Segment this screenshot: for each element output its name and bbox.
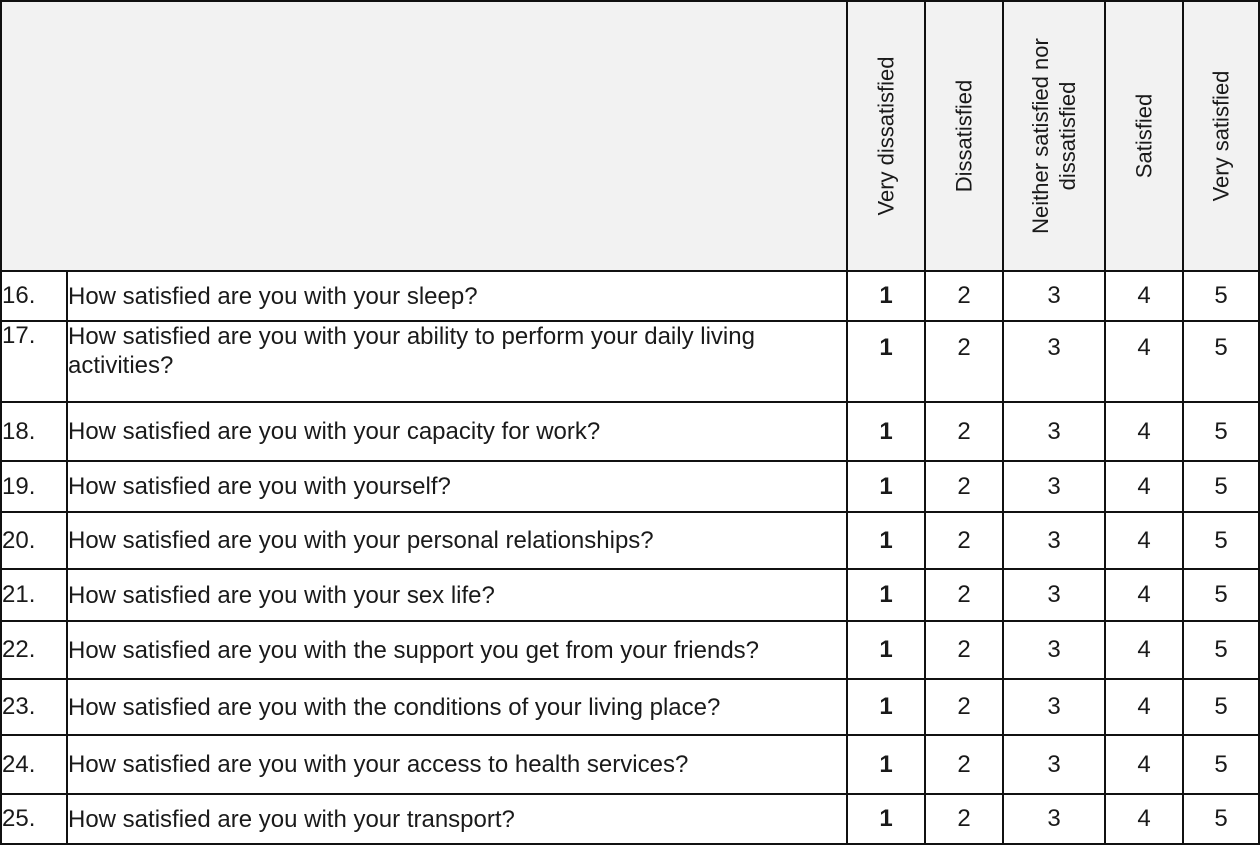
- option-very-satisfied[interactable]: 5: [1182, 568, 1260, 622]
- option-neither[interactable]: 3: [1002, 678, 1106, 736]
- option-neither[interactable]: 3: [1002, 320, 1106, 403]
- blank-header-cell: [0, 0, 848, 272]
- table-row: 25. How satisfied are you with your tran…: [0, 793, 1260, 845]
- question-number: 23.: [0, 678, 68, 736]
- column-header-label: Very dissatisfied: [873, 56, 899, 216]
- option-dissatisfied[interactable]: 2: [924, 678, 1004, 736]
- table-row: 24. How satisfied are you with your acce…: [0, 734, 1260, 795]
- question-text: How satisfied are you with yourself?: [66, 460, 848, 513]
- option-very-satisfied[interactable]: 5: [1182, 401, 1260, 462]
- option-neither[interactable]: 3: [1002, 734, 1106, 795]
- table-row: 20. How satisfied are you with your pers…: [0, 511, 1260, 570]
- option-very-dissatisfied[interactable]: 1: [846, 620, 926, 680]
- option-neither[interactable]: 3: [1002, 401, 1106, 462]
- option-very-dissatisfied[interactable]: 1: [846, 320, 926, 403]
- option-dissatisfied[interactable]: 2: [924, 460, 1004, 513]
- table-row: 17. How satisfied are you with your abil…: [0, 320, 1260, 403]
- table-row: 19. How satisfied are you with yourself?…: [0, 460, 1260, 513]
- option-satisfied[interactable]: 4: [1104, 401, 1184, 462]
- column-header-very-satisfied: Very satisfied: [1182, 0, 1260, 272]
- option-very-dissatisfied[interactable]: 1: [846, 734, 926, 795]
- column-header-label: Satisfied: [1131, 93, 1157, 179]
- option-neither[interactable]: 3: [1002, 270, 1106, 322]
- question-number: 22.: [0, 620, 68, 680]
- table-row: 21. How satisfied are you with your sex …: [0, 568, 1260, 622]
- option-satisfied[interactable]: 4: [1104, 270, 1184, 322]
- option-satisfied[interactable]: 4: [1104, 620, 1184, 680]
- question-number: 17.: [0, 320, 68, 403]
- option-satisfied[interactable]: 4: [1104, 511, 1184, 570]
- option-very-satisfied[interactable]: 5: [1182, 270, 1260, 322]
- header-row: Very dissatisfied Dissatisfied Neither s…: [0, 0, 1260, 272]
- question-text: How satisfied are you with your capacity…: [66, 401, 848, 462]
- option-very-satisfied[interactable]: 5: [1182, 320, 1260, 403]
- question-text: How satisfied are you with the support y…: [66, 620, 848, 680]
- question-number: 20.: [0, 511, 68, 570]
- question-number: 19.: [0, 460, 68, 513]
- table-row: 16. How satisfied are you with your slee…: [0, 270, 1260, 322]
- table-row: 18. How satisfied are you with your capa…: [0, 401, 1260, 462]
- option-satisfied[interactable]: 4: [1104, 460, 1184, 513]
- option-satisfied[interactable]: 4: [1104, 568, 1184, 622]
- option-very-dissatisfied[interactable]: 1: [846, 270, 926, 322]
- column-header-label: Dissatisfied: [951, 79, 977, 193]
- option-very-dissatisfied[interactable]: 1: [846, 793, 926, 845]
- option-very-satisfied[interactable]: 5: [1182, 678, 1260, 736]
- option-dissatisfied[interactable]: 2: [924, 270, 1004, 322]
- column-header-satisfied: Satisfied: [1104, 0, 1184, 272]
- option-very-satisfied[interactable]: 5: [1182, 793, 1260, 845]
- option-neither[interactable]: 3: [1002, 793, 1106, 845]
- option-neither[interactable]: 3: [1002, 460, 1106, 513]
- question-text: How satisfied are you with your personal…: [66, 511, 848, 570]
- option-dissatisfied[interactable]: 2: [924, 568, 1004, 622]
- question-text: How satisfied are you with your access t…: [66, 734, 848, 795]
- option-dissatisfied[interactable]: 2: [924, 793, 1004, 845]
- option-satisfied[interactable]: 4: [1104, 734, 1184, 795]
- option-satisfied[interactable]: 4: [1104, 793, 1184, 845]
- column-header-dissatisfied: Dissatisfied: [924, 0, 1004, 272]
- option-very-dissatisfied[interactable]: 1: [846, 511, 926, 570]
- option-dissatisfied[interactable]: 2: [924, 401, 1004, 462]
- option-dissatisfied[interactable]: 2: [924, 511, 1004, 570]
- option-dissatisfied[interactable]: 2: [924, 620, 1004, 680]
- column-header-label: Very satisfied: [1208, 70, 1234, 202]
- question-number: 16.: [0, 270, 68, 322]
- question-text: How satisfied are you with your sex life…: [66, 568, 848, 622]
- option-very-satisfied[interactable]: 5: [1182, 734, 1260, 795]
- column-header-label: Neither satisfied nor dissatisfied: [1028, 38, 1080, 234]
- question-text: How satisfied are you with your sleep?: [66, 270, 848, 322]
- table-row: 22. How satisfied are you with the suppo…: [0, 620, 1260, 680]
- option-neither[interactable]: 3: [1002, 568, 1106, 622]
- option-satisfied[interactable]: 4: [1104, 678, 1184, 736]
- option-dissatisfied[interactable]: 2: [924, 320, 1004, 403]
- option-very-dissatisfied[interactable]: 1: [846, 460, 926, 513]
- option-satisfied[interactable]: 4: [1104, 320, 1184, 403]
- question-text: How satisfied are you with your transpor…: [66, 793, 848, 845]
- option-very-satisfied[interactable]: 5: [1182, 460, 1260, 513]
- option-very-dissatisfied[interactable]: 1: [846, 568, 926, 622]
- question-text: How satisfied are you with the condition…: [66, 678, 848, 736]
- option-neither[interactable]: 3: [1002, 620, 1106, 680]
- option-very-satisfied[interactable]: 5: [1182, 620, 1260, 680]
- question-number: 24.: [0, 734, 68, 795]
- question-number: 25.: [0, 793, 68, 845]
- question-number: 18.: [0, 401, 68, 462]
- column-header-neither: Neither satisfied nor dissatisfied: [1002, 0, 1106, 272]
- column-header-very-dissatisfied: Very dissatisfied: [846, 0, 926, 272]
- option-neither[interactable]: 3: [1002, 511, 1106, 570]
- option-dissatisfied[interactable]: 2: [924, 734, 1004, 795]
- option-very-dissatisfied[interactable]: 1: [846, 401, 926, 462]
- question-number: 21.: [0, 568, 68, 622]
- question-text: How satisfied are you with your ability …: [66, 320, 848, 403]
- option-very-satisfied[interactable]: 5: [1182, 511, 1260, 570]
- option-very-dissatisfied[interactable]: 1: [846, 678, 926, 736]
- table-row: 23. How satisfied are you with the condi…: [0, 678, 1260, 736]
